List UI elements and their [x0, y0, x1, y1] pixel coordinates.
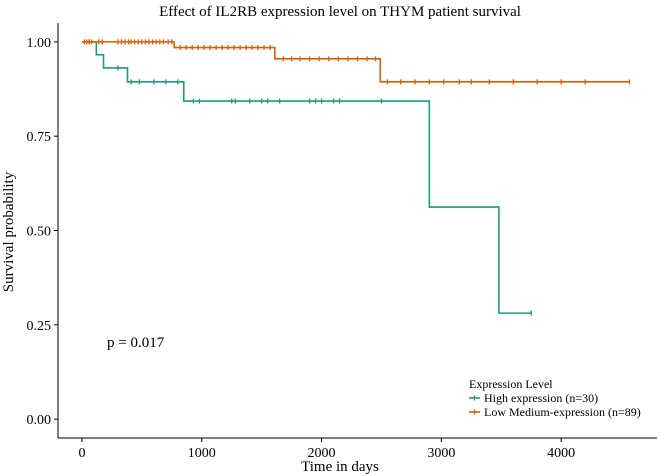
y-tick-label: 1.00 [27, 36, 52, 51]
series-layer [81, 39, 631, 316]
legend-item: High expression (n=30) [469, 391, 598, 405]
x-tick-label: 1000 [188, 446, 216, 461]
y-tick-label: 0.25 [27, 319, 52, 334]
series-high-expression [81, 39, 532, 316]
chart-title: Effect of IL2RB expression level on THYM… [159, 4, 521, 20]
x-tick-label: 3000 [427, 446, 455, 461]
plot-area: 0.00 0.25 0.50 0.75 1.00 0 1000 2000 3000 4000 [27, 23, 657, 461]
legend: Expression Level High expression (n=30)L… [469, 377, 641, 419]
survival-curve [81, 41, 630, 83]
legend-items: High expression (n=30)Low Medium-express… [469, 391, 641, 419]
y-tick-label: 0.00 [27, 413, 52, 428]
x-tick-label: 2000 [308, 446, 336, 461]
x-axis-label: Time in days [301, 459, 379, 475]
legend-label: High expression (n=30) [484, 391, 598, 405]
legend-item: Low Medium-expression (n=89) [469, 405, 641, 419]
y-axis-ticks: 0.00 0.25 0.50 0.75 1.00 [27, 36, 58, 428]
x-axis-ticks: 0 1000 2000 3000 4000 [78, 438, 575, 461]
legend-label: Low Medium-expression (n=89) [484, 405, 641, 419]
y-tick-label: 0.75 [27, 130, 52, 145]
survival-curve [81, 41, 532, 314]
legend-title: Expression Level [469, 377, 553, 391]
y-axis-label: Survival probability [1, 171, 17, 292]
series-low-medium-expression [81, 39, 631, 85]
y-tick-label: 0.50 [27, 225, 52, 240]
p-value-annotation: p = 0.017 [107, 335, 165, 351]
x-tick-label: 0 [78, 446, 85, 461]
x-tick-label: 4000 [547, 446, 575, 461]
